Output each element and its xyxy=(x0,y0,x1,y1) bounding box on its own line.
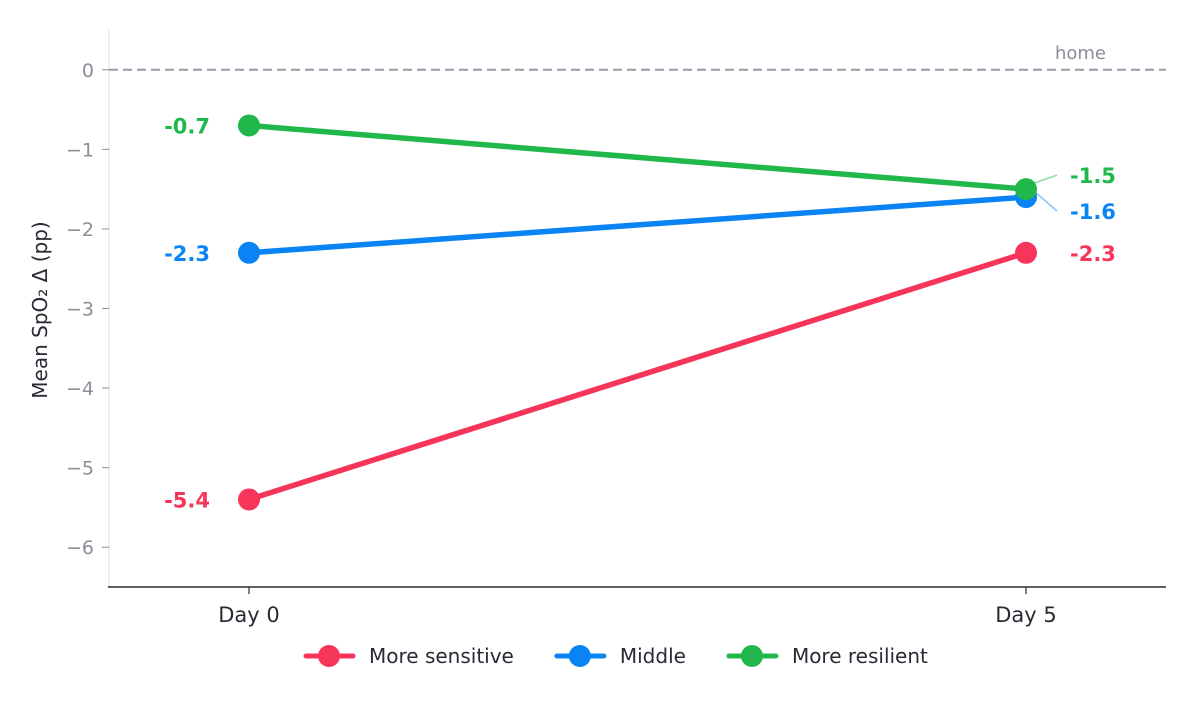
data-point-more-resilient xyxy=(238,114,260,137)
series-line-more-resilient xyxy=(246,122,1029,192)
series-more-resilient: -0.7 -1.5 xyxy=(164,114,1116,201)
y-tick-label: −6 xyxy=(66,537,94,559)
x-tick-label: Day 5 xyxy=(995,603,1057,627)
y-axis-label: Mean SpO₂ Δ (pp) xyxy=(28,221,52,398)
data-label-more-sensitive-day0: -5.4 xyxy=(164,488,210,512)
legend-label: More sensitive xyxy=(369,644,514,668)
data-label-more-resilient-day5: -1.5 xyxy=(1070,164,1116,188)
y-tick-label: −4 xyxy=(66,378,94,400)
data-label-middle-day5: -1.6 xyxy=(1070,200,1116,224)
legend-item-more-resilient: More resilient xyxy=(726,644,928,668)
series-line-more-sensitive xyxy=(246,250,1029,503)
legend-item-middle: Middle xyxy=(554,644,686,668)
series-more-sensitive: -5.4 -2.3 xyxy=(164,242,1116,513)
legend-label: More resilient xyxy=(792,644,928,668)
x-ticks: Day 0 Day 5 xyxy=(218,587,1057,627)
y-tick-label: −1 xyxy=(66,139,94,161)
leader-line-middle xyxy=(1033,190,1058,212)
reference-line-group: home xyxy=(109,43,1166,71)
y-tick-label: −5 xyxy=(66,458,94,480)
legend-swatch-marker xyxy=(318,645,340,667)
series-middle: -2.3 -1.6 xyxy=(164,186,1116,266)
legend-item-more-sensitive: More sensitive xyxy=(303,644,514,668)
y-tick-label: 0 xyxy=(82,60,94,82)
y-tick-label: −2 xyxy=(66,219,94,241)
data-point-middle xyxy=(238,241,260,264)
data-label-more-sensitive-day5: -2.3 xyxy=(1070,242,1116,266)
series-line-middle xyxy=(246,194,1029,256)
y-ticks: 0 −1 −2 −3 −4 −5 −6 xyxy=(66,60,109,559)
leader-line-more-resilient xyxy=(1033,174,1058,184)
data-point-more-sensitive xyxy=(238,488,260,511)
data-label-more-resilient-day0: -0.7 xyxy=(164,114,210,138)
data-label-middle-day0: -2.3 xyxy=(164,242,210,266)
legend-swatch-marker xyxy=(568,645,591,667)
y-tick-label: −3 xyxy=(66,299,94,321)
reference-line-label: home xyxy=(1055,43,1106,64)
legend-swatch-marker xyxy=(740,645,763,667)
series-layer: -5.4 -2.3 -2.3 -1.6 -0.7 -1.5 xyxy=(164,114,1116,512)
data-point-more-sensitive xyxy=(1015,241,1037,264)
x-tick-label: Day 0 xyxy=(218,603,280,627)
legend-label: Middle xyxy=(620,644,686,668)
legend: More sensitive Middle More resilient xyxy=(303,644,928,668)
data-point-more-resilient xyxy=(1015,178,1037,201)
